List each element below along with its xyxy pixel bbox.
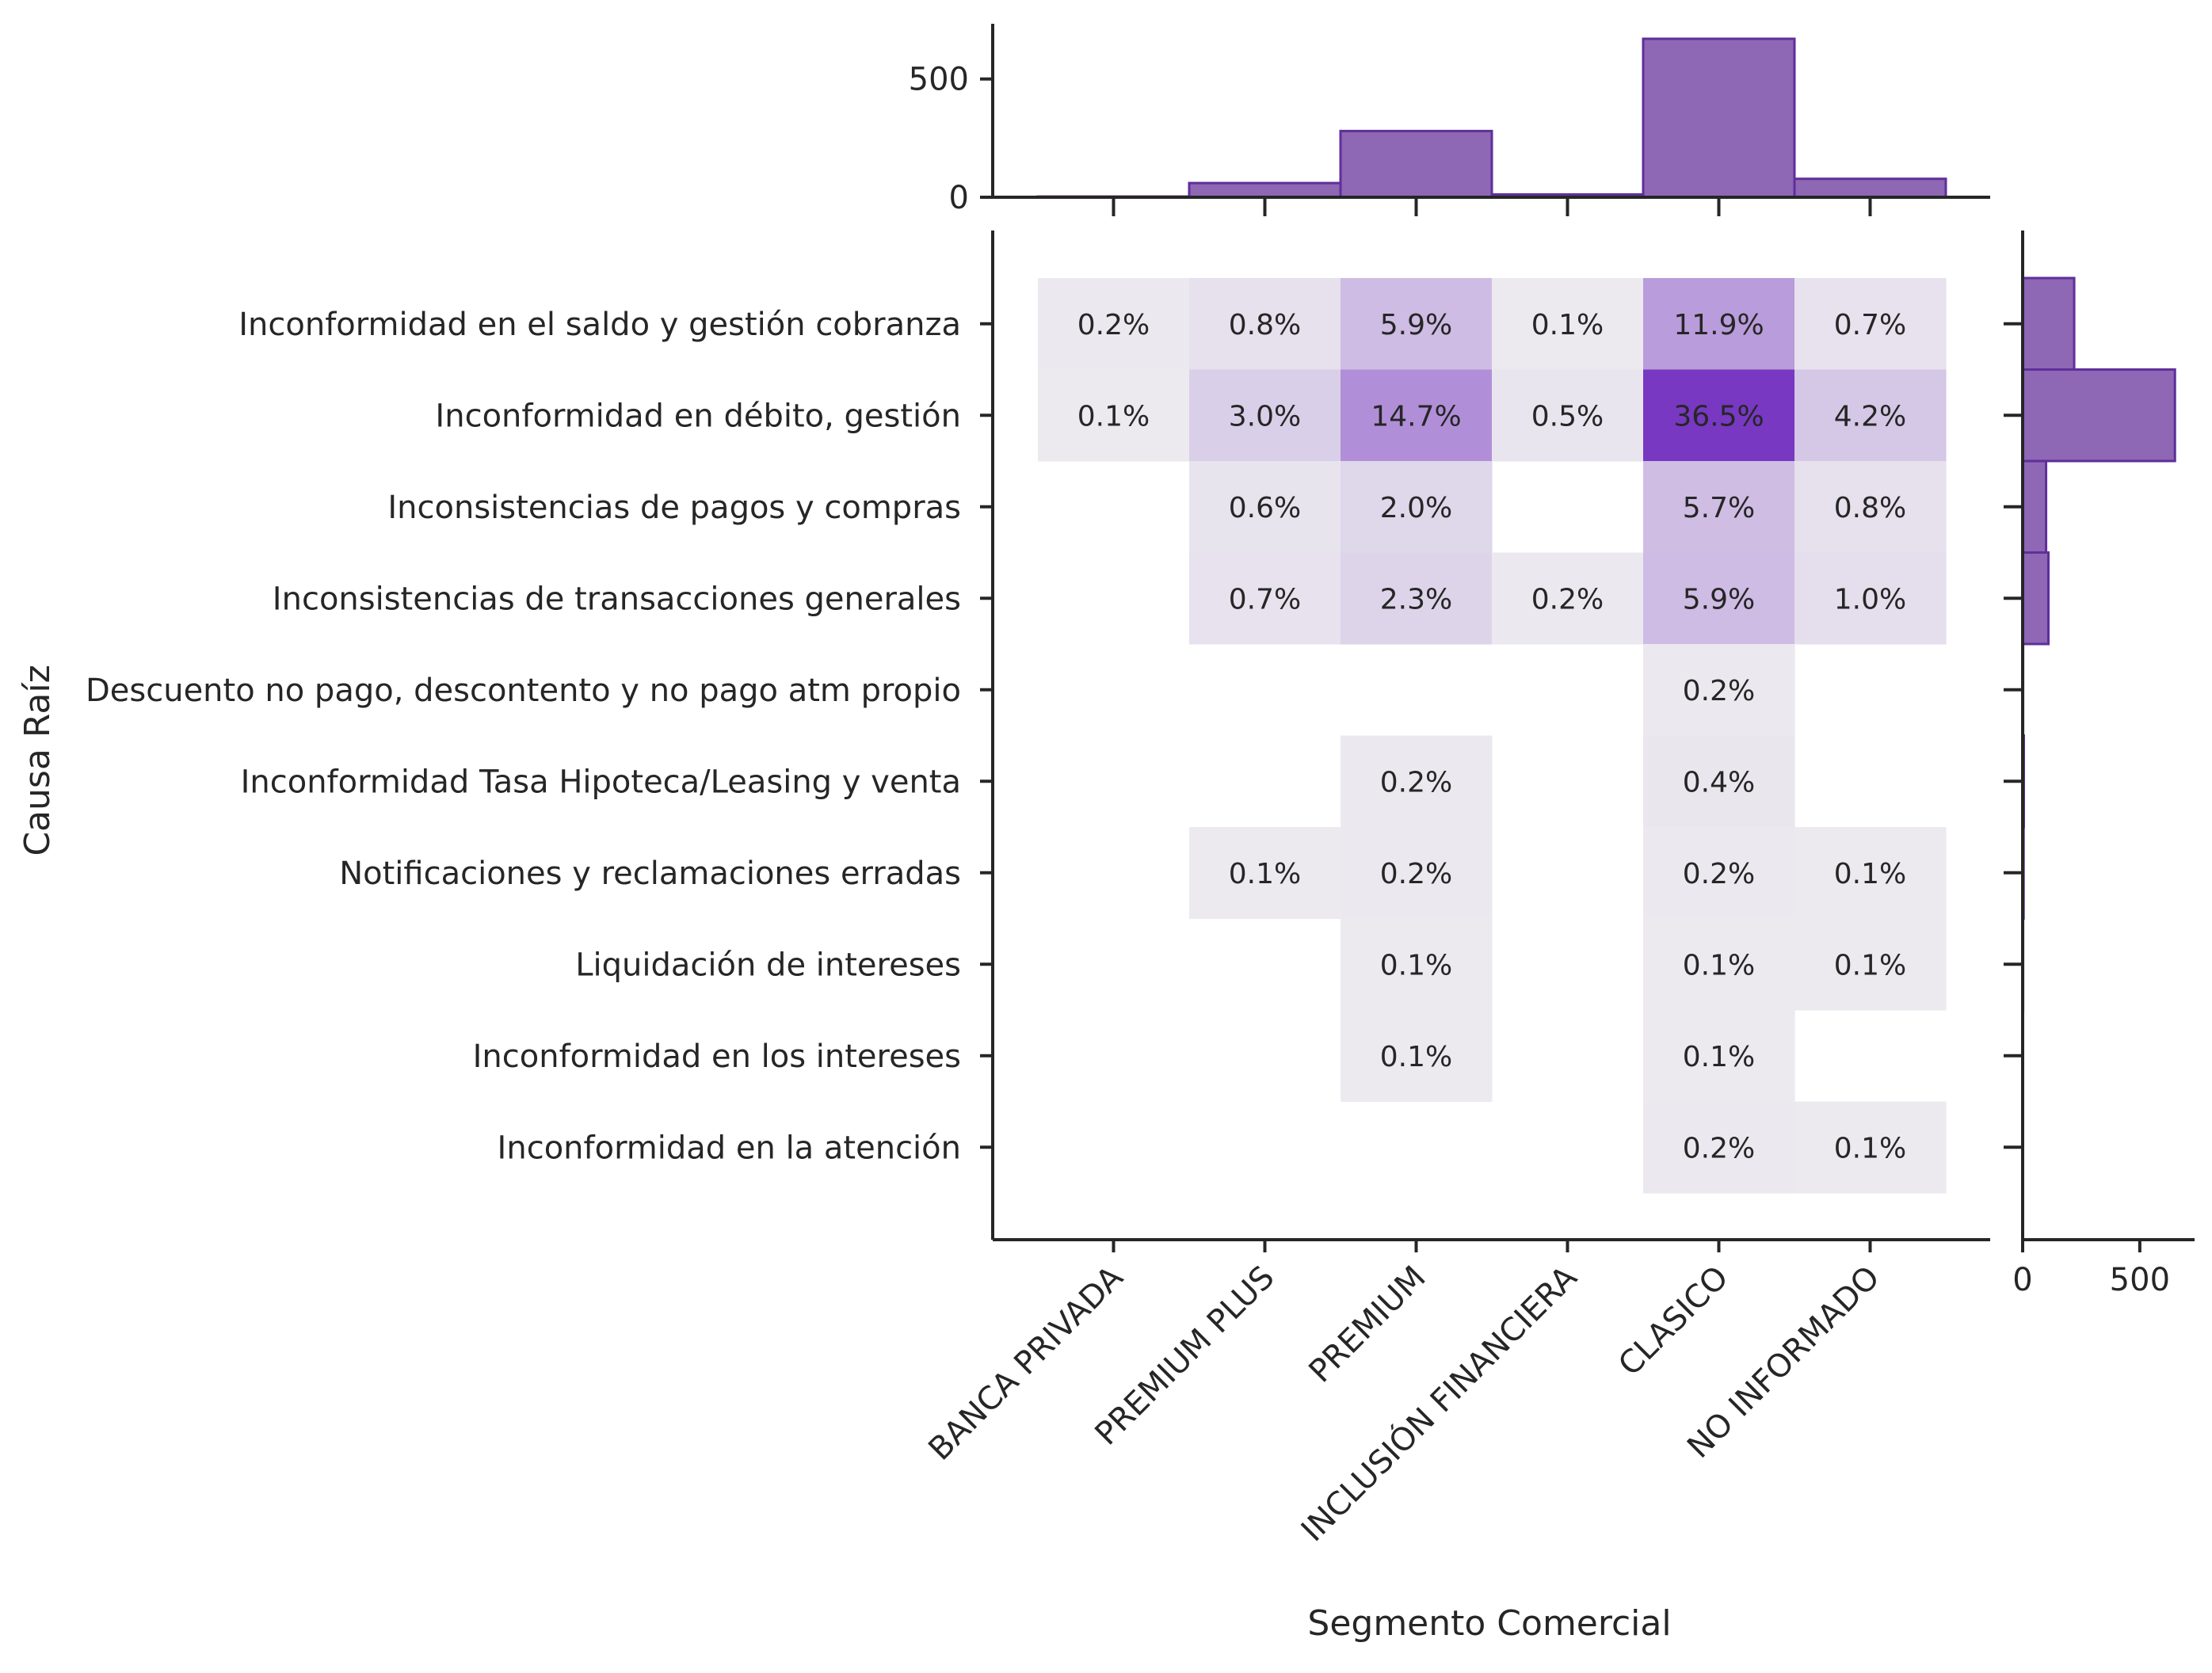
top-hist-y-tick-label: 500 bbox=[909, 62, 969, 98]
cell-value-label: 0.7% bbox=[1834, 309, 1906, 341]
right-hist-bar bbox=[2023, 553, 2049, 645]
cell-value-label: 0.8% bbox=[1229, 309, 1301, 341]
right-hist-bar bbox=[2023, 370, 2175, 462]
y-tick-label: Inconsistencias de transacciones general… bbox=[273, 581, 961, 617]
cell-value-label: 0.2% bbox=[1531, 583, 1604, 615]
y-tick-label: Inconsistencias de pagos y compras bbox=[387, 490, 961, 526]
cell-value-label: 0.1% bbox=[1380, 1041, 1452, 1073]
right-hist-bar bbox=[2023, 278, 2074, 370]
x-axis-title: Segmento Comercial bbox=[1307, 1603, 1671, 1644]
y-tick-label: Inconformidad en débito, gestión bbox=[435, 398, 961, 434]
y-tick-label: Liquidación de intereses bbox=[575, 947, 961, 983]
cell-value-label: 0.1% bbox=[1683, 1041, 1755, 1073]
right-hist-x-tick-label: 500 bbox=[2110, 1262, 2170, 1298]
cell-value-label: 5.9% bbox=[1683, 583, 1755, 615]
right-marginal-histogram: 0 500 bbox=[2004, 231, 2195, 1298]
right-hist-x-tick-label: 0 bbox=[2012, 1262, 2032, 1298]
y-tick-label: Inconformidad en los intereses bbox=[473, 1038, 961, 1075]
cell-value-label: 4.2% bbox=[1834, 400, 1906, 433]
cell-value-label: 5.7% bbox=[1683, 492, 1755, 524]
cell-value-label: 0.2% bbox=[1380, 766, 1452, 798]
cell-value-label: 5.9% bbox=[1380, 309, 1452, 341]
y-axis-title: Causa Raíz bbox=[17, 665, 58, 856]
top-hist-bar bbox=[1341, 131, 1492, 197]
cell-value-label: 0.1% bbox=[1229, 858, 1301, 890]
cell-value-label: 14.7% bbox=[1371, 400, 1461, 433]
y-tick-label: Inconformidad en el saldo y gestión cobr… bbox=[238, 307, 961, 343]
y-tick-label: Descuento no pago, descontento y no pago… bbox=[86, 673, 961, 709]
cell-value-label: 0.2% bbox=[1683, 858, 1755, 890]
top-hist-y-tick-label: 0 bbox=[949, 180, 969, 216]
top-marginal-histogram: 0 500 bbox=[909, 24, 1990, 216]
cell-value-label: 0.5% bbox=[1531, 400, 1604, 433]
cell-value-label: 36.5% bbox=[1673, 400, 1764, 433]
cell-value-label: 0.2% bbox=[1683, 1132, 1755, 1164]
right-hist-bar bbox=[2023, 461, 2046, 553]
cell-value-label: 0.2% bbox=[1380, 858, 1452, 890]
heatmap-cells bbox=[1038, 278, 1947, 1194]
cell-value-label: 2.0% bbox=[1380, 492, 1452, 524]
cell-value-label: 0.1% bbox=[1834, 858, 1906, 890]
x-tick-label: INCLUSIÓN FINANCIERA bbox=[1294, 1258, 1585, 1549]
top-hist-bar bbox=[1643, 39, 1794, 197]
top-hist-bar bbox=[1794, 179, 1946, 197]
cell-value-label: 3.0% bbox=[1229, 400, 1301, 433]
cell-value-label: 0.1% bbox=[1834, 1132, 1906, 1164]
y-tick-label: Inconformidad Tasa Hipoteca/Leasing y ve… bbox=[241, 764, 961, 800]
y-tick-label: Inconformidad en la atención bbox=[498, 1130, 961, 1166]
cell-value-label: 0.4% bbox=[1683, 766, 1755, 798]
cell-value-label: 0.6% bbox=[1229, 492, 1301, 524]
y-tick-label: Notificaciones y reclamaciones erradas bbox=[339, 856, 961, 892]
top-hist-bar bbox=[1189, 183, 1341, 197]
cell-value-label: 0.1% bbox=[1380, 949, 1452, 981]
cell-value-label: 0.7% bbox=[1229, 583, 1301, 615]
cell-value-label: 1.0% bbox=[1834, 583, 1906, 615]
x-tick-label: CLASICO bbox=[1611, 1260, 1735, 1383]
cell-value-label: 0.1% bbox=[1077, 400, 1150, 433]
cell-value-label: 11.9% bbox=[1673, 309, 1764, 341]
cell-value-label: 0.1% bbox=[1834, 949, 1906, 981]
cell-value-label: 0.2% bbox=[1683, 675, 1755, 707]
cell-value-label: 0.2% bbox=[1077, 309, 1150, 341]
cell-value-label: 0.1% bbox=[1683, 949, 1755, 981]
cell-value-label: 0.1% bbox=[1531, 309, 1604, 341]
cell-value-label: 2.3% bbox=[1380, 583, 1452, 615]
x-tick-label: PREMIUM bbox=[1302, 1260, 1433, 1390]
cell-value-label: 0.8% bbox=[1834, 492, 1906, 524]
